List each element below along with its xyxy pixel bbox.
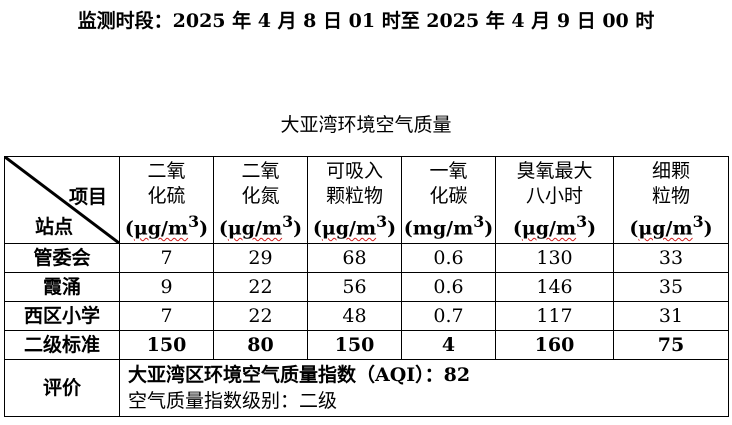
unit-text: μg/m	[133, 217, 189, 240]
unit-close: )	[484, 217, 494, 240]
table-cell: 35	[613, 272, 729, 302]
air-quality-table: 项目 站点 二氧 化硫 (μg/m3) 二氧 化氮 (μg/m3) 可吸入 颗粒…	[4, 156, 729, 417]
unit-open: (	[403, 217, 413, 240]
table-cell: 0.6	[401, 272, 496, 302]
table-cell: 31	[613, 301, 729, 331]
table-cell: 22	[213, 301, 308, 331]
standard-label: 二级标准	[4, 330, 120, 360]
table-cell: 9	[119, 272, 214, 302]
unit-close: )	[703, 217, 713, 240]
header-pm10-line1: 可吸入	[325, 159, 383, 182]
header-pm25-line2: 粒物	[651, 184, 690, 207]
unit-sup: 3	[576, 211, 588, 231]
table-cell: 0.6	[401, 243, 496, 273]
header-co-line1: 一氧	[429, 159, 468, 182]
unit-text: μg/m	[321, 217, 377, 240]
evaluation-label: 评价	[4, 359, 120, 417]
header-pm25-unit: (μg/m3)	[615, 209, 728, 241]
evaluation-text: 大亚湾区环境空气质量指数（AQI）：82 空气质量指数级别：二级	[119, 359, 729, 417]
header-no2: 二氧 化氮 (μg/m3)	[213, 156, 308, 244]
standard-cell: 75	[613, 330, 729, 360]
standard-cell: 150	[307, 330, 402, 360]
unit-open: (	[124, 217, 134, 240]
monitoring-period: 监测时段：2025 年 4 月 8 日 01 时至 2025 年 4 月 9 日…	[77, 10, 655, 32]
unit-open: (	[512, 217, 522, 240]
diagonal-line	[5, 157, 119, 243]
unit-sup: 3	[473, 211, 485, 231]
station-name: 管委会	[4, 243, 120, 273]
table-row: 霞涌 9 22 56 0.6 146 35	[4, 272, 729, 302]
header-co-line2: 化碳	[429, 184, 468, 207]
header-so2-line1: 二氧	[147, 159, 186, 182]
station-name: 霞涌	[4, 272, 120, 302]
table-row: 西区小学 7 22 48 0.7 117 31	[4, 301, 729, 331]
table-row: 管委会 7 29 68 0.6 130 33	[4, 243, 729, 273]
table-title: 大亚湾环境空气质量	[280, 114, 452, 136]
header-o3-line2: 八小时	[525, 184, 583, 207]
header-no2-unit: (μg/m3)	[215, 209, 307, 241]
diagonal-header-cell: 项目 站点	[4, 156, 120, 244]
unit-text: μg/m	[638, 217, 693, 240]
station-name: 西区小学	[4, 301, 120, 331]
header-so2-unit: (μg/m3)	[121, 209, 213, 241]
table-cell: 56	[307, 272, 402, 302]
header-no2-line2: 化氮	[241, 184, 280, 207]
table-cell: 117	[495, 301, 614, 331]
unit-open: (	[629, 217, 639, 240]
table-cell: 68	[307, 243, 402, 273]
unit-sup: 3	[376, 211, 388, 231]
table-cell: 7	[119, 301, 214, 331]
unit-text: μg/m	[521, 217, 577, 240]
standard-cell: 4	[401, 330, 496, 360]
table-cell: 22	[213, 272, 308, 302]
table-cell: 130	[495, 243, 614, 273]
header-pm25-line1: 细颗	[651, 159, 690, 182]
standard-row: 二级标准 150 80 150 4 160 75	[4, 330, 729, 360]
header-no2-line1: 二氧	[241, 159, 280, 182]
header-co-unit: (mg/m3)	[403, 209, 495, 241]
table-cell: 48	[307, 301, 402, 331]
unit-sup: 3	[188, 211, 200, 231]
header-o3-8h: 臭氧最大 八小时 (μg/m3)	[495, 156, 614, 244]
table-cell: 33	[613, 243, 729, 273]
unit-text: μg/m	[227, 217, 283, 240]
header-so2-line2: 化硫	[147, 184, 186, 207]
standard-cell: 160	[495, 330, 614, 360]
unit-open: (	[218, 217, 228, 240]
unit-text: mg/m	[412, 217, 474, 240]
evaluation-row: 评价 大亚湾区环境空气质量指数（AQI）：82 空气质量指数级别：二级	[4, 359, 729, 417]
header-o3-line1: 臭氧最大	[516, 159, 593, 182]
unit-close: )	[293, 217, 303, 240]
unit-close: )	[387, 217, 397, 240]
standard-cell: 80	[213, 330, 308, 360]
unit-open: (	[312, 217, 322, 240]
header-pm10-unit: (μg/m3)	[309, 209, 401, 241]
table-cell: 29	[213, 243, 308, 273]
table-cell: 7	[119, 243, 214, 273]
header-pm10-line2: 颗粒物	[325, 184, 383, 207]
table-cell: 146	[495, 272, 614, 302]
header-station-label: 站点	[35, 216, 74, 238]
standard-cell: 150	[119, 330, 214, 360]
header-o3-unit: (μg/m3)	[497, 209, 613, 241]
unit-sup: 3	[692, 211, 704, 231]
table-header-row: 项目 站点 二氧 化硫 (μg/m3) 二氧 化氮 (μg/m3) 可吸入 颗粒…	[4, 156, 729, 244]
unit-close: )	[199, 217, 209, 240]
aqi-line: 大亚湾区环境空气质量指数（AQI）：82	[128, 364, 471, 386]
header-pm10: 可吸入 颗粒物 (μg/m3)	[307, 156, 402, 244]
header-pm25: 细颗 粒物 (μg/m3)	[613, 156, 729, 244]
header-item-label: 项目	[68, 186, 107, 208]
unit-close: )	[587, 217, 597, 240]
header-so2: 二氧 化硫 (μg/m3)	[119, 156, 214, 244]
header-co: 一氧 化碳 (mg/m3)	[401, 156, 496, 244]
table-cell: 0.7	[401, 301, 496, 331]
unit-sup: 3	[282, 211, 294, 231]
aqi-level-line: 空气质量指数级别：二级	[128, 390, 338, 412]
